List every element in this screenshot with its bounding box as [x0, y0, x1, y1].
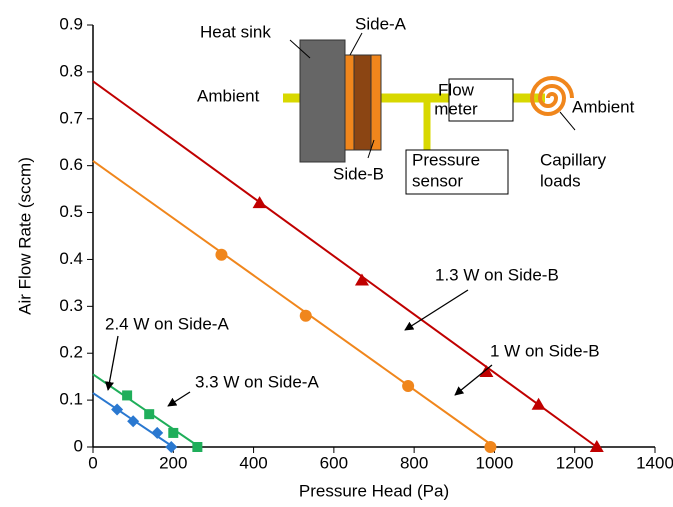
inset-label: Side-B [333, 164, 384, 183]
inset-label: Capillary [540, 150, 607, 169]
x-tick-label: 600 [320, 453, 348, 472]
inset-diagram: Heat sink Side-A Side-B Ambient Ambient … [197, 14, 635, 195]
marker [402, 380, 415, 393]
annotation-arrow [404, 289, 469, 331]
series-annotation: 3.3 W on Side-A [195, 372, 319, 391]
inset-label: Heat sink [200, 22, 271, 41]
marker [122, 390, 133, 401]
marker [192, 442, 203, 452]
pressure-sensor-box [405, 149, 509, 195]
marker [252, 196, 267, 209]
leader [349, 32, 363, 56]
y-tick-label: 0.8 [59, 61, 83, 80]
inset-label: Ambient [572, 97, 635, 116]
side-b-block [353, 54, 372, 151]
x-tick-label: 1200 [556, 453, 594, 472]
marker [589, 440, 604, 452]
x-tick-label: 200 [159, 453, 187, 472]
leader [367, 139, 375, 159]
inset-label: meter [434, 99, 478, 118]
series-annotation: 1 W on Side-B [490, 341, 600, 360]
y-tick-label: 0.1 [59, 390, 83, 409]
marker [531, 397, 546, 410]
y-tick-label: 0.2 [59, 343, 83, 362]
marker [215, 248, 228, 261]
series-annotation: 2.4 W on Side-A [105, 314, 229, 333]
series [92, 160, 497, 453]
inset-label: sensor [412, 171, 463, 190]
marker [165, 441, 178, 453]
x-tick-label: 0 [88, 453, 97, 472]
heat-sink [299, 39, 346, 163]
marker [151, 426, 164, 439]
annotation-arrow [454, 364, 493, 396]
flow-meter-box [448, 78, 514, 122]
y-tick-label: 0.7 [59, 108, 83, 127]
marker [144, 409, 155, 420]
marker [299, 309, 312, 322]
x-tick-label: 1000 [476, 453, 514, 472]
inset-label: Flow [438, 80, 475, 99]
x-tick-label: 800 [400, 453, 428, 472]
annotation-arrow [105, 335, 119, 391]
annotation-arrow [167, 391, 191, 407]
inset-label: Ambient [197, 86, 260, 105]
y-tick-label: 0.5 [59, 202, 83, 221]
leader [289, 39, 311, 59]
marker [484, 441, 497, 453]
marker [354, 273, 369, 286]
inset-label: Pressure [412, 150, 480, 169]
y-tick-label: 0.4 [59, 249, 83, 268]
capillary-spiral [529, 76, 574, 116]
series [92, 392, 178, 453]
inset-label: Side-A [355, 14, 407, 33]
y-tick-label: 0.9 [59, 14, 83, 33]
fit-line [92, 160, 496, 448]
marker [479, 364, 494, 377]
leader [559, 111, 576, 131]
fit-line [92, 80, 598, 448]
y-tick-label: 0.3 [59, 296, 83, 315]
x-axis-label: Pressure Head (Pa) [299, 481, 449, 500]
marker [111, 403, 124, 416]
series-annotation: 1.3 W on Side-B [435, 265, 559, 284]
series [92, 80, 604, 452]
y-tick-label: 0 [74, 436, 83, 455]
y-tick-label: 0.6 [59, 155, 83, 174]
marker [168, 427, 179, 438]
x-tick-label: 1400 [636, 453, 673, 472]
y-axis-label: Air Flow Rate (sccm) [15, 157, 34, 315]
marker [127, 415, 140, 428]
x-tick-label: 400 [239, 453, 267, 472]
inset-label: loads [540, 171, 581, 190]
